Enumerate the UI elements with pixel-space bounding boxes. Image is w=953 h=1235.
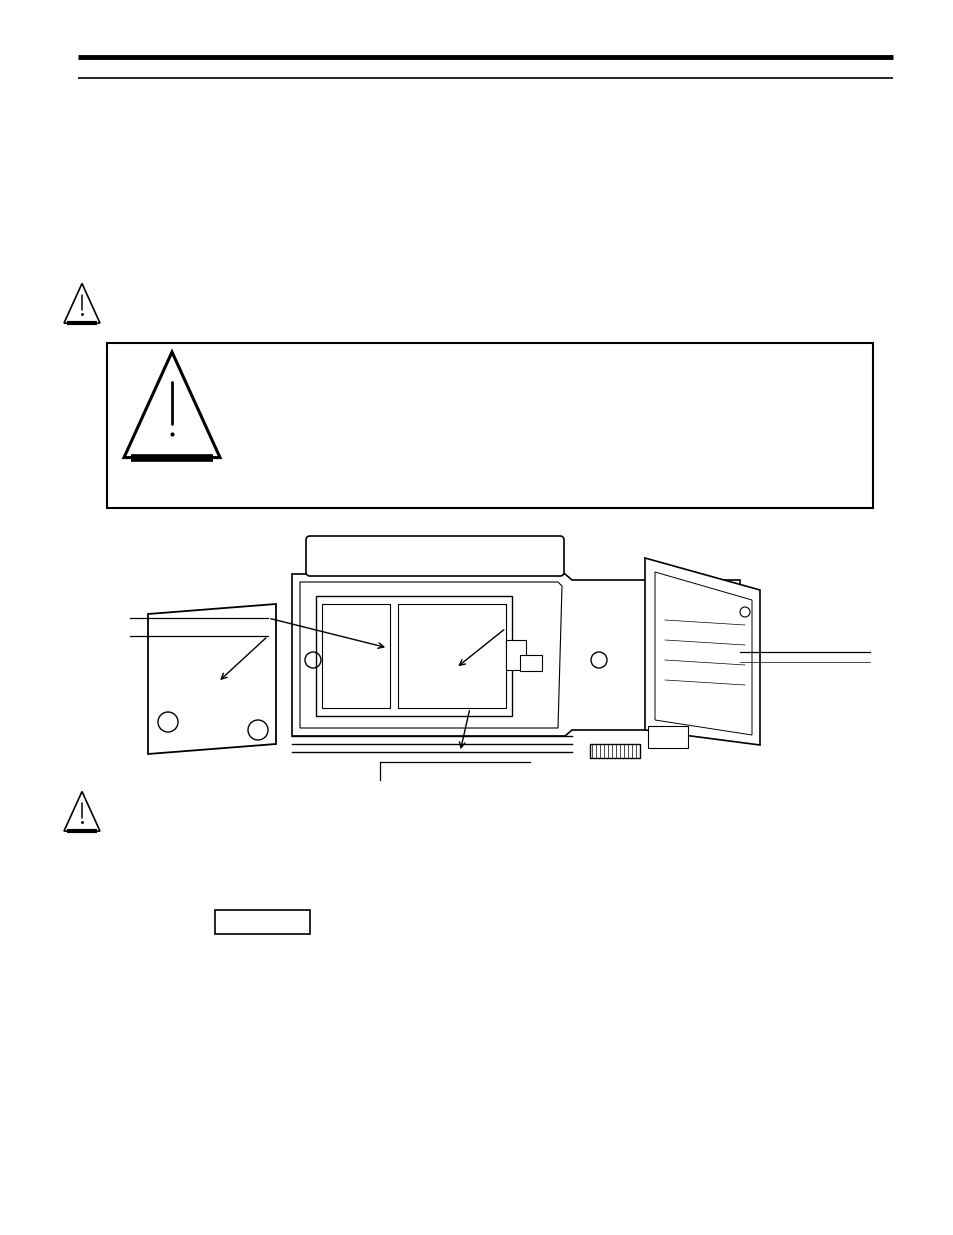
Bar [322,604,390,708]
Polygon shape [148,604,275,755]
Bar [519,655,541,671]
Bar [647,726,687,748]
Bar [315,597,512,716]
Bar [214,910,310,934]
FancyBboxPatch shape [306,536,563,576]
Polygon shape [655,572,751,735]
Polygon shape [299,582,561,727]
Bar [505,640,525,671]
Bar [589,743,639,758]
Bar [107,343,872,508]
Bar [397,604,505,708]
Polygon shape [292,574,740,736]
Polygon shape [644,558,760,745]
